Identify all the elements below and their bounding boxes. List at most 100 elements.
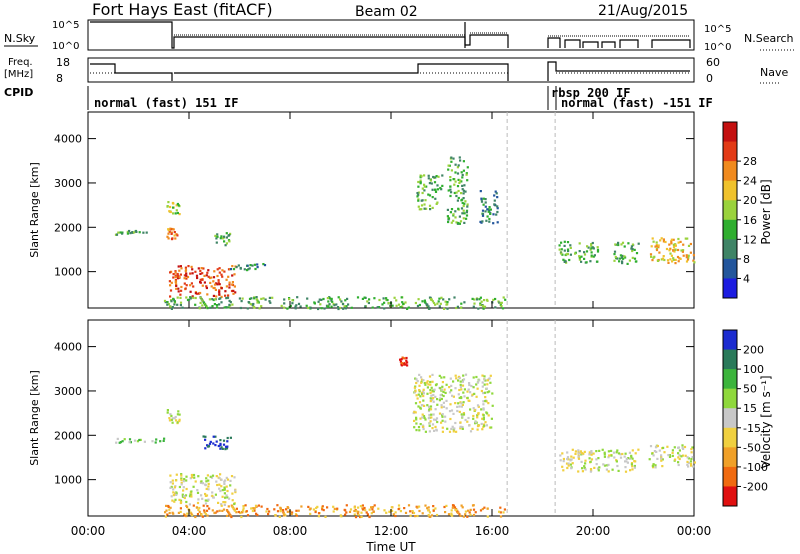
power-cell bbox=[457, 189, 460, 193]
power-cell bbox=[218, 303, 221, 306]
power-cell bbox=[210, 285, 213, 288]
power-cell bbox=[460, 207, 464, 210]
power-cell bbox=[232, 268, 236, 271]
velocity-cell bbox=[207, 498, 210, 501]
power-cell bbox=[449, 185, 452, 188]
velocity-cell bbox=[294, 513, 298, 516]
power-cell bbox=[205, 286, 208, 290]
velocity-cell bbox=[436, 403, 439, 406]
velocity-cell bbox=[583, 465, 586, 468]
velocity-cell bbox=[427, 417, 430, 420]
power-cell bbox=[462, 209, 465, 212]
power-cell bbox=[227, 275, 230, 278]
velocity-cell bbox=[220, 446, 223, 449]
velocity-cell bbox=[422, 390, 425, 393]
velocity-cell bbox=[198, 510, 201, 513]
power-cell bbox=[199, 269, 202, 272]
velocity-ylabel: Slant Range [km] bbox=[28, 370, 41, 466]
power-cell bbox=[342, 307, 345, 310]
power-cell bbox=[637, 242, 640, 245]
freq-tick-18: 18 bbox=[56, 56, 70, 69]
velocity-cell bbox=[461, 426, 464, 429]
power-cell bbox=[682, 249, 685, 252]
power-cell bbox=[228, 286, 231, 289]
power-cell bbox=[128, 229, 131, 233]
velocity-cell bbox=[651, 452, 654, 455]
velocity-cell bbox=[483, 391, 487, 394]
power-cell bbox=[485, 219, 488, 222]
power-cell bbox=[458, 215, 461, 218]
power-cell bbox=[220, 295, 223, 298]
velocity-cell bbox=[223, 486, 226, 489]
velocity-cell bbox=[218, 509, 221, 512]
power-cell bbox=[208, 276, 212, 280]
velocity-cell bbox=[483, 424, 486, 427]
velocity-cell bbox=[364, 509, 367, 512]
power-cell bbox=[437, 175, 440, 178]
velocity-cell bbox=[225, 476, 228, 479]
velocity-cell bbox=[205, 487, 208, 490]
power-cell bbox=[212, 286, 215, 290]
velocity-cell bbox=[619, 456, 623, 459]
power-cell bbox=[425, 207, 428, 210]
power-cell bbox=[465, 209, 469, 212]
power-cell bbox=[446, 301, 449, 304]
velocity-cell bbox=[185, 487, 188, 491]
power-cell bbox=[590, 251, 593, 254]
power-cell bbox=[178, 213, 181, 216]
power-cell bbox=[420, 199, 423, 202]
velocity-cell bbox=[460, 504, 463, 507]
velocity-cell bbox=[421, 413, 424, 416]
velocity-cell bbox=[565, 462, 569, 465]
power-cell bbox=[455, 194, 458, 198]
power-cell bbox=[432, 175, 435, 179]
power-cell bbox=[447, 217, 451, 220]
power-cell bbox=[191, 272, 194, 275]
velocity-cell bbox=[244, 504, 247, 507]
velocity-cell bbox=[400, 358, 403, 361]
velocity-cell bbox=[481, 385, 484, 388]
velocity-cell bbox=[583, 450, 586, 453]
velocity-cell bbox=[668, 455, 672, 458]
power-cell bbox=[172, 202, 175, 205]
power-cell bbox=[578, 255, 581, 258]
velocity-cell bbox=[175, 493, 178, 496]
power-cell bbox=[669, 247, 672, 250]
power-cell bbox=[566, 241, 570, 244]
velocity-cell bbox=[592, 452, 595, 455]
power-cell bbox=[449, 176, 452, 179]
power-cell bbox=[665, 247, 669, 251]
velocity-cell bbox=[450, 427, 453, 430]
power-cell bbox=[466, 166, 469, 169]
velocity-cell bbox=[412, 511, 416, 515]
velocity-cell bbox=[226, 478, 230, 481]
power-cell bbox=[463, 301, 466, 304]
power-cell bbox=[428, 296, 432, 299]
velocity-cell bbox=[237, 510, 240, 514]
velocity-cell bbox=[206, 474, 209, 477]
velocity-cell bbox=[452, 504, 455, 508]
velocity-cell bbox=[201, 497, 204, 500]
velocity-cell bbox=[660, 454, 663, 457]
velocity-cell bbox=[324, 515, 327, 518]
power-cell bbox=[481, 213, 485, 216]
velocity-cell bbox=[491, 404, 494, 407]
power-cell bbox=[654, 245, 657, 248]
velocity-cell bbox=[475, 383, 478, 386]
velocity-cell bbox=[480, 389, 483, 393]
power-cell bbox=[567, 249, 570, 252]
power-cell bbox=[427, 193, 430, 196]
velocity-cell bbox=[400, 363, 403, 366]
velocity-cell bbox=[574, 452, 577, 455]
power-cell bbox=[219, 237, 222, 240]
velocity-cell bbox=[472, 376, 475, 379]
velocity-cell bbox=[597, 469, 600, 472]
power-cell bbox=[167, 232, 170, 235]
velocity-cell bbox=[397, 504, 401, 507]
velocity-cell bbox=[459, 514, 462, 517]
power-cell bbox=[219, 297, 222, 300]
velocity-cell bbox=[279, 507, 282, 510]
velocity-cell bbox=[462, 515, 465, 518]
power-cell bbox=[201, 284, 204, 287]
